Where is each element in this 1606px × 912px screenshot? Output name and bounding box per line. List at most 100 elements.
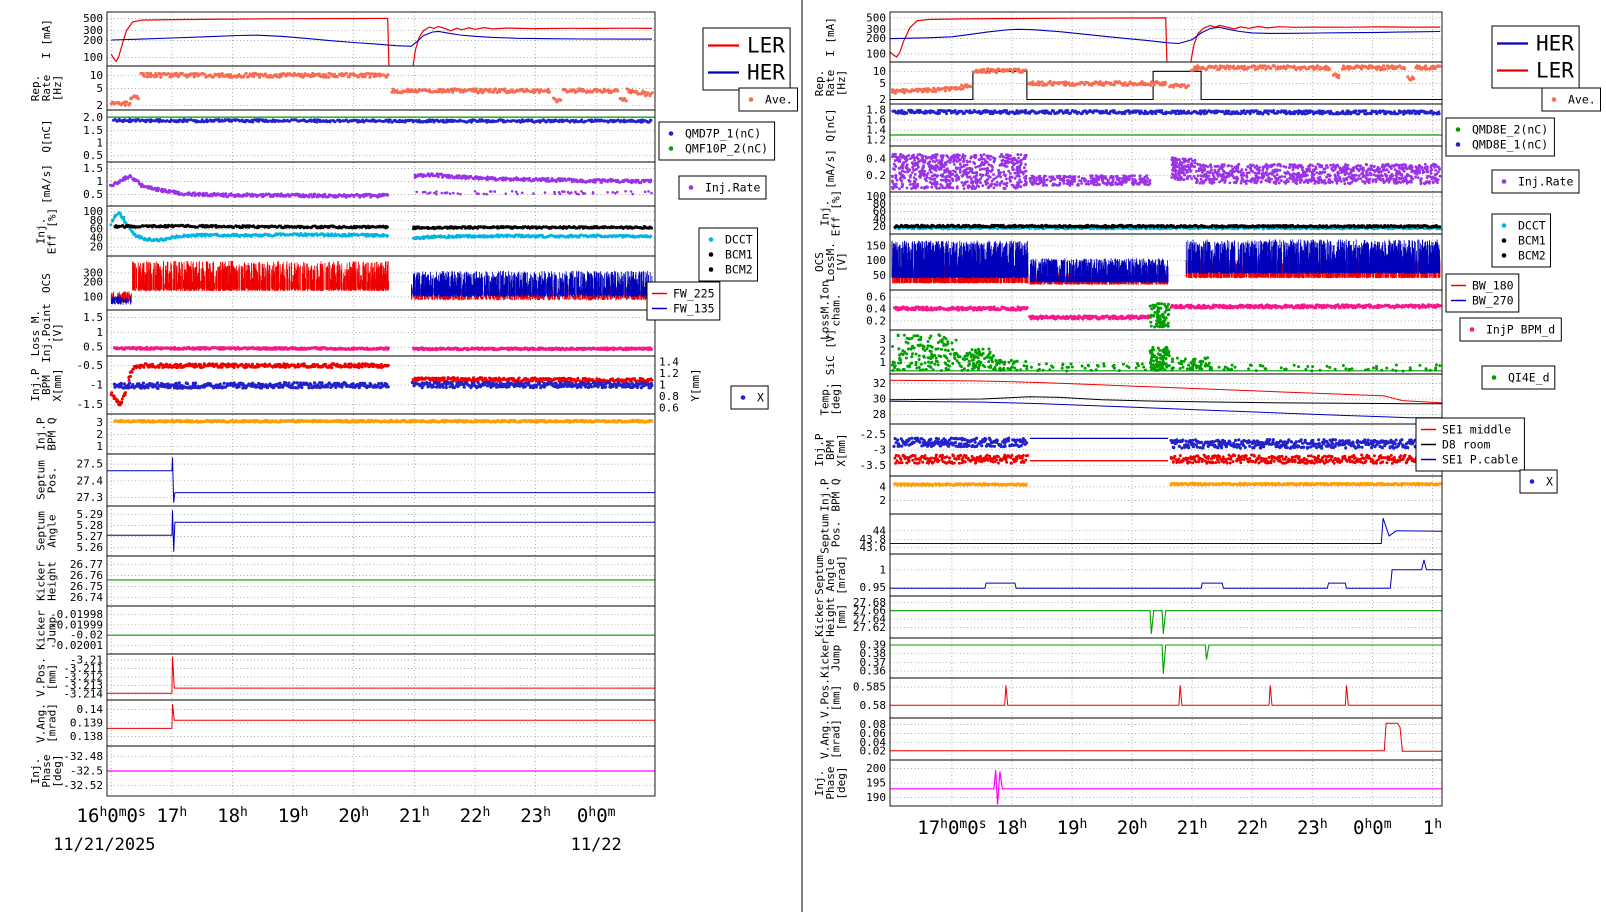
series-X [112, 380, 654, 390]
series-QMD7P_1 [112, 117, 653, 124]
y-tick-label: 1.5 [83, 162, 103, 175]
legend: X [1519, 469, 1558, 494]
row-frame [889, 759, 1443, 807]
row-septum-pos: 27.3 27.4 27.5 SeptumPos. [35, 453, 656, 507]
legend-box [1491, 169, 1580, 194]
right-tick-label: 0.6 [659, 402, 679, 415]
series-pos [890, 518, 1443, 544]
x-tick-label: 17h​ [157, 805, 188, 827]
axis-label-lossm-ion: LossM.Ioncham. [819, 280, 843, 340]
x-tick-label: 19h​ [1057, 817, 1088, 839]
y-tick-label: 0.37 [860, 656, 887, 669]
y-tick-label: 1 [96, 175, 103, 188]
legend-label: BCM2 [1518, 249, 1546, 263]
row-charge: 0.511.52.0 Q[nC] [40, 109, 656, 163]
y-tick-label: 0.95 [860, 581, 887, 594]
legend-label: QMF10P_2(nC) [685, 142, 768, 156]
y-tick-label: 0.38 [860, 647, 887, 660]
y-tick-label: -0.5 [77, 359, 104, 372]
row-injp-bpm-q: 24 Inj.PBPM Q [819, 475, 1443, 515]
legend: Ave. [1541, 87, 1601, 112]
y-tick-label: -1.5 [77, 398, 104, 411]
y-tick-label: 10 [90, 69, 103, 82]
row-rep-rate: 2 510 Rep.Rate[Hz] [813, 61, 1443, 106]
y-tick-label: -0.01999 [50, 618, 103, 631]
y-tick-label: 1 [96, 440, 103, 453]
legend-label: X [1546, 475, 1553, 489]
row-injp-bpm-q: 123 Inj.PBPM Q [35, 413, 656, 455]
y-tick-label: -3.211 [63, 662, 103, 675]
date-label: 11/22 [571, 835, 622, 855]
series-Inj.Rate [108, 172, 653, 199]
y-tick-label: 0.39 [860, 639, 887, 652]
axis-label-injp-bpm-q: Inj.PBPM Q [819, 478, 843, 511]
axis-label-rep-rate: Rep.Rate[Hz] [29, 75, 64, 102]
y-tick-label: 0.5 [83, 149, 103, 162]
legend-label: QI4E_d [1508, 371, 1550, 385]
series-ion-burst [1148, 302, 1171, 329]
y-tick-label: 0.02 [860, 745, 887, 758]
axis-label-ocs-loss: OCSLossM.[V] [813, 242, 848, 282]
legend-label: Ave. [1568, 93, 1596, 107]
y-tick-label: 0.2 [866, 169, 886, 182]
legend: QMD7P_1(nC)QMF10P_2(nC) [658, 121, 776, 161]
axis-label-inj-eff: Inj.Eff [%] [819, 190, 843, 236]
y-tick-label: 2 [96, 99, 103, 112]
y-tick-label: 2 [879, 494, 886, 507]
series-vang [107, 704, 655, 729]
axis-label-inj-rate: [mA/s] [824, 149, 837, 189]
legend-box [1459, 317, 1562, 342]
series-FW_135 [111, 270, 653, 305]
row-loss-injpoint: 0.5 1 1.5 Loss M.Inj.Point[V] [29, 303, 656, 363]
y-tick-label: 0.6 [866, 291, 886, 304]
legend-label: Ave. [765, 93, 793, 107]
y-tick-label: 5.29 [77, 508, 104, 521]
x-tick-label: 0h0m​ [577, 805, 616, 827]
y-tick-label: 100 [866, 48, 886, 61]
axis-label-v-ang: V.Ang.[mrad] [35, 703, 59, 743]
legend-label: BCM2 [725, 263, 753, 277]
axis-label-beam-current: I [mA] [40, 19, 53, 59]
axis-label-v-ang: V.Ang.[mrad] [819, 719, 843, 759]
y-tick-label: 100 [83, 205, 103, 218]
y-tick-label: -2.5 [860, 428, 887, 441]
axis-label-loss-injpoint: Loss M.Inj.Point[V] [29, 303, 64, 363]
y-tick-label: 200 [866, 762, 886, 775]
right-tick-label: 1.4 [659, 355, 679, 368]
y-tick-label: -3.21 [70, 654, 103, 667]
legend-label: Inj.Rate [705, 181, 760, 195]
legend-box [1445, 117, 1555, 157]
axis-label-inj-rate: [mA/s] [40, 164, 53, 204]
y-tick-label: 0.585 [853, 681, 886, 694]
axis-label-injp-bpm-q: Inj.PBPM Q [35, 417, 59, 450]
x-tick-label: 17h0m0s​ [917, 817, 986, 839]
y-tick-label: 0.58 [860, 699, 887, 712]
legend-label: D8 room [1442, 438, 1491, 452]
x-tick-label: 23h​ [520, 805, 551, 827]
series-BW_270 [891, 239, 1441, 283]
series-SE1 P.cable [889, 400, 1442, 419]
legend: QMD8E_2(nC)QMD8E_1(nC) [1445, 117, 1555, 157]
legend-box [1491, 25, 1580, 89]
y-tick-label: 100 [866, 254, 886, 267]
series-D8 room [889, 396, 1442, 405]
y-tick-label: 200 [83, 34, 103, 47]
axis-label-ocs-loss: OCS [40, 273, 53, 293]
axis-label-inj-phase: Inj.Phase[deg] [813, 766, 848, 799]
legend: X [730, 385, 769, 410]
series-vang [890, 722, 1442, 752]
y-tick-label: 27.3 [77, 491, 104, 504]
axis-label-septum-angle: SeptumAngle [35, 511, 59, 551]
y-tick-label: 1.8 [866, 104, 886, 117]
y-tick-label: 5.26 [77, 541, 104, 554]
legend-label: SE1 middle [1442, 423, 1511, 437]
legend: Ave. [738, 87, 798, 112]
x-tick-label: 18h​ [997, 817, 1028, 839]
axis-label-kicker-height: KickerHeight [35, 561, 59, 601]
